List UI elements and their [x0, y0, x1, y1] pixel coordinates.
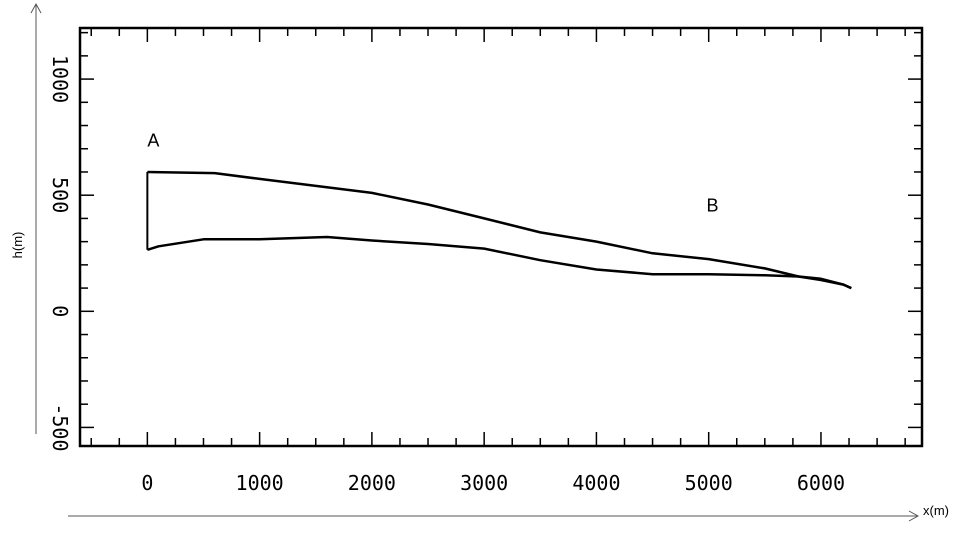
- x-tick-label: 1000: [236, 471, 284, 495]
- lower-profile-line: [147, 235, 852, 290]
- annotation-a: A: [147, 130, 159, 150]
- ticks: [80, 28, 922, 446]
- y-tick-label: -500: [48, 403, 72, 451]
- x-axis-arrowhead: [908, 510, 920, 522]
- x-tick-label: 4000: [572, 471, 620, 495]
- x-tick-label: 5000: [685, 471, 733, 495]
- x-tick-label: 2000: [348, 471, 396, 495]
- upper-profile-line: [147, 170, 852, 290]
- x-axis-title: x(m): [923, 503, 949, 518]
- x-tick-label: 6000: [797, 471, 845, 495]
- y-axis-title: h(m): [10, 232, 25, 259]
- y-axis-arrowhead: [30, 2, 42, 14]
- x-tick-label: 0: [141, 471, 153, 495]
- series-lines: [146, 170, 852, 290]
- x-tick-label: 3000: [460, 471, 508, 495]
- y-tick-label: 1000: [48, 55, 72, 103]
- annotation-b: B: [706, 195, 718, 215]
- y-tick-label: 500: [48, 177, 72, 213]
- y-tick-label: 0: [48, 305, 72, 317]
- tick-labels: 0 1000 2000 3000 4000 5000 6000 -500 0 500 1000: [48, 55, 845, 495]
- plot-frame: [78, 26, 924, 448]
- plot-border: [78, 26, 924, 448]
